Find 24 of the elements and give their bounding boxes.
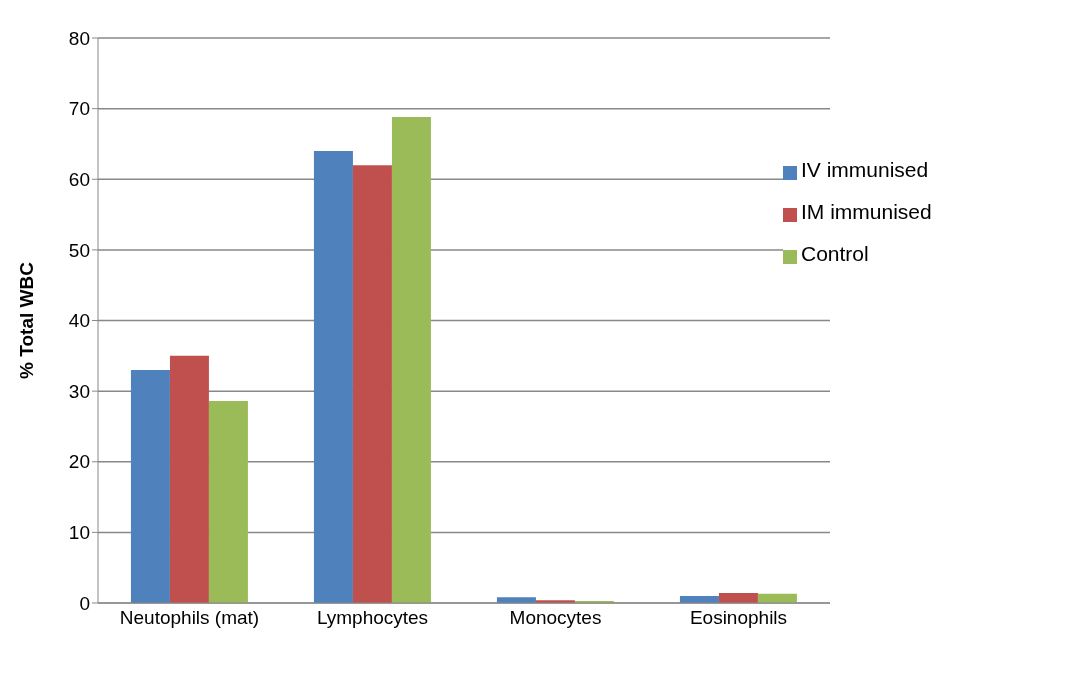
bar (718, 593, 758, 603)
x-tick-label: Eosinophils (689, 607, 788, 629)
legend-label: Control (801, 242, 869, 265)
bar (352, 165, 392, 603)
bar (313, 151, 353, 603)
x-tick-label: Lymphocytes (316, 607, 429, 629)
x-tick-label: Neutophils (mat) (119, 607, 260, 629)
y-tick-label: 10 (68, 522, 90, 544)
y-tick-label: 40 (68, 310, 90, 332)
bar (208, 401, 248, 603)
y-tick-label: 20 (68, 451, 90, 473)
y-tick-label: 60 (68, 168, 90, 190)
y-axis-title: % Total WBC (15, 261, 37, 379)
x-tick-label: Monocytes (509, 607, 602, 629)
legend-label: IM immunised (801, 200, 932, 223)
legend-label: IV immunised (801, 158, 929, 181)
bar (130, 369, 170, 603)
y-tick-label: 30 (68, 380, 90, 402)
y-tick-label: 0 (79, 592, 90, 614)
bar (391, 117, 431, 603)
y-tick-label: 70 (68, 98, 90, 120)
y-tick-label: 80 (68, 27, 90, 49)
y-tick-label: 50 (68, 239, 90, 261)
bar (169, 355, 209, 603)
